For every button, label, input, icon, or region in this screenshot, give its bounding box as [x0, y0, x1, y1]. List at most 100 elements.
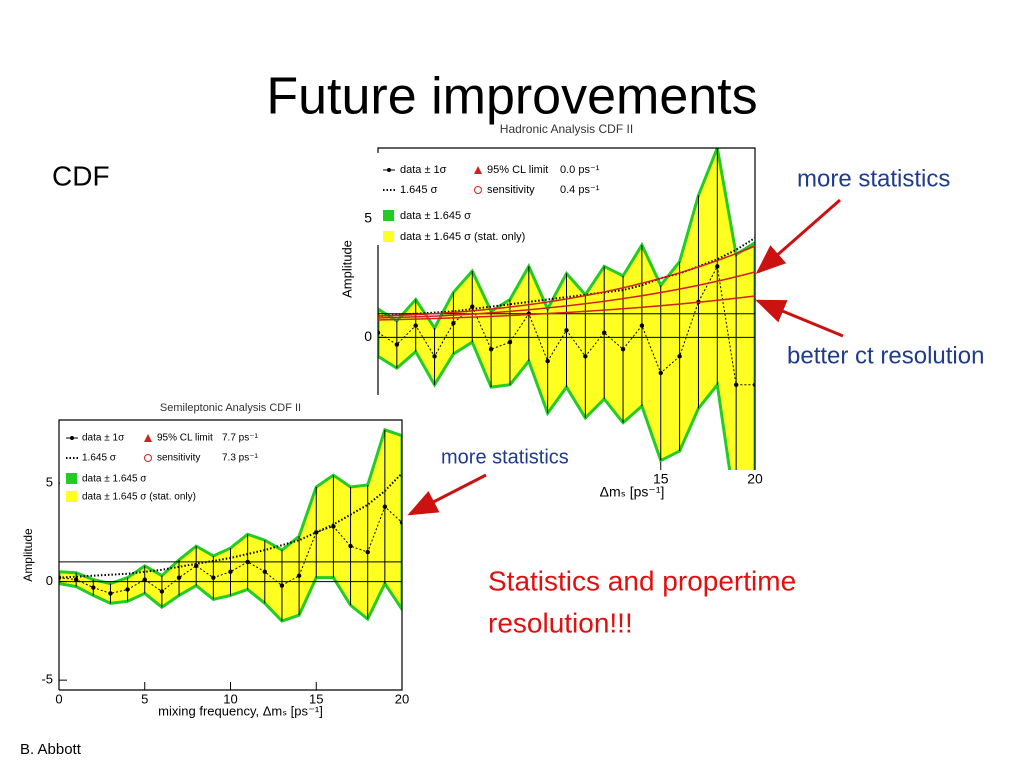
- annotation: more statistics: [797, 165, 950, 192]
- y-tick-label: -5: [41, 672, 53, 687]
- improvement-curve: [377, 271, 756, 319]
- legend-value: 7.3 ps⁻¹: [222, 453, 259, 464]
- data-point: [73, 577, 79, 582]
- legend-label: 1.645 σ: [82, 453, 117, 464]
- legend-box: [376, 153, 540, 245]
- x-tick-label: 15: [653, 471, 669, 487]
- data-point: [211, 575, 216, 580]
- legend-label: sensitivity: [157, 453, 200, 464]
- data-point: [279, 583, 285, 588]
- legend-swatch: [66, 473, 77, 484]
- legend-label: 95% CL limit: [157, 433, 213, 444]
- annotation: better ct resolution: [787, 342, 984, 369]
- legend-label: data ± 1.645 σ (stat. only): [400, 231, 525, 243]
- data-point: [488, 347, 494, 352]
- legend-swatch: [144, 434, 152, 442]
- hadronic-plot: 0 5 15 20 Hadronic Analysis CDF II Amplitude Δ…: [339, 122, 763, 500]
- data-point: [159, 589, 165, 594]
- data-point: [733, 382, 739, 387]
- data-point: [228, 569, 233, 574]
- x-tick-label: 20: [747, 471, 763, 487]
- data-point: [108, 591, 113, 596]
- data-point: [470, 304, 475, 309]
- x-tick-label: 0: [55, 691, 62, 706]
- frame: [58, 419, 403, 691]
- legend-label: data ± 1.645 σ (stat. only): [82, 492, 196, 503]
- y-axis-label: Amplitude: [21, 528, 35, 582]
- summary-line: Statistics and propertime: [488, 565, 796, 596]
- data-point: [602, 330, 607, 335]
- data-point: [413, 323, 418, 328]
- summary-line: resolution!!!: [488, 607, 633, 638]
- legend-label: sensitivity: [487, 184, 535, 196]
- plot-area: [59, 427, 402, 623]
- legend-value: 0.4 ps⁻¹: [560, 184, 600, 196]
- arrow: [407, 473, 487, 516]
- data-point: [432, 354, 437, 359]
- data-point: [545, 358, 550, 364]
- x-tick-label: 5: [141, 691, 148, 706]
- legend-label: 95% CL limit: [487, 164, 548, 176]
- y-tick-label: 5: [46, 475, 53, 490]
- annotation: more statistics: [441, 446, 569, 468]
- data-point: [176, 575, 182, 580]
- data-point: [348, 543, 353, 549]
- data-point: [394, 342, 400, 347]
- legend-label: data ± 1σ: [400, 164, 447, 176]
- data-point: [620, 347, 626, 352]
- data-point: [658, 370, 663, 376]
- legend-label: 1.645 σ: [400, 184, 438, 196]
- data-line: [59, 505, 402, 594]
- legend-box: [60, 426, 270, 506]
- data-point: [125, 587, 130, 592]
- legend-label: data ± 1.645 σ: [400, 210, 471, 222]
- legend-swatch: [383, 231, 394, 242]
- improvement-curve: [377, 245, 756, 317]
- data-point: [507, 339, 513, 345]
- legend-swatch: [66, 491, 77, 502]
- legend-swatch: [387, 168, 391, 172]
- improvement-curve: [377, 295, 756, 321]
- legend-swatch: [383, 210, 394, 221]
- sensitivity-line: [59, 472, 402, 579]
- x-axis-label: Δmₛ [ps⁻¹]: [600, 484, 665, 500]
- data-point: [91, 585, 96, 590]
- x-tick-label: 15: [309, 691, 323, 706]
- data-point: [564, 328, 569, 333]
- y-axis-label: Amplitude: [339, 240, 354, 298]
- legend-swatch: [70, 436, 74, 440]
- data-point: [262, 569, 267, 574]
- data-point: [451, 321, 456, 326]
- legend-swatch: [474, 186, 482, 194]
- legend-swatch: [144, 454, 152, 462]
- legend-value: 0.0 ps⁻¹: [560, 164, 600, 176]
- legend-value: 7.7 ps⁻¹: [222, 433, 259, 444]
- slide-title: Future improvements: [266, 68, 757, 126]
- label-backdrop: [433, 440, 593, 476]
- data-point: [639, 323, 645, 328]
- legend-label: data ± 1σ: [82, 433, 125, 444]
- plot-title: Hadronic Analysis CDF II: [500, 122, 633, 136]
- plot-title: Semileptonic Analysis CDF II: [160, 402, 301, 414]
- data-point: [382, 504, 388, 509]
- legend-swatch: [474, 166, 482, 174]
- legend-label: data ± 1.645 σ: [82, 474, 147, 485]
- data-point: [245, 559, 250, 565]
- data-point: [677, 354, 682, 359]
- arrow: [755, 198, 841, 274]
- data-point: [715, 264, 720, 269]
- data-point: [296, 573, 302, 578]
- y-tick-label: 0: [364, 328, 372, 344]
- data-point: [142, 577, 147, 582]
- section-label: CDF: [52, 160, 110, 191]
- x-axis-label: mixing frequency, Δmₛ [ps⁻¹]: [158, 703, 323, 718]
- arrow: [755, 299, 844, 338]
- y-tick-label: 0: [46, 573, 53, 588]
- data-point: [583, 354, 588, 359]
- frame: [377, 147, 756, 470]
- x-tick-label: 10: [223, 691, 237, 706]
- x-tick-label: 20: [395, 691, 409, 706]
- y-tick-label: 5: [364, 210, 372, 226]
